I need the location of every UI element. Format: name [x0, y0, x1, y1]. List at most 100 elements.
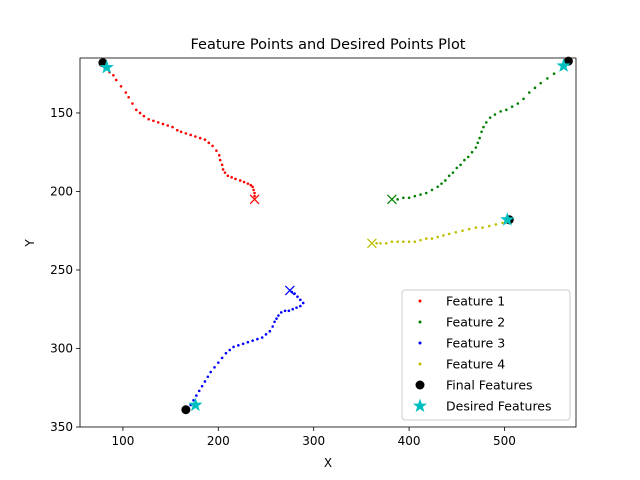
legend-label: Feature 3 [446, 336, 505, 351]
feature-3-point [287, 309, 291, 313]
feature-2-point [552, 72, 556, 76]
feature-1-point [253, 191, 256, 195]
feature-1-point [221, 168, 225, 171]
feature-3-point [200, 384, 204, 388]
feature-3-point [209, 370, 212, 374]
feature-3-point [299, 304, 302, 308]
feature-1-point [238, 179, 242, 182]
x-tick-label: 300 [302, 434, 325, 448]
legend-marker [418, 341, 422, 345]
feature-2-point [413, 194, 417, 198]
legend-label: Feature 4 [446, 357, 505, 372]
feature-2-point [440, 182, 443, 185]
feature-1-point [251, 185, 254, 189]
feature-1-start-marker [249, 194, 260, 205]
feature-3-point [246, 340, 250, 344]
feature-1-point [114, 78, 118, 82]
legend-marker [415, 380, 425, 390]
feature-2-point [402, 196, 405, 200]
legend-marker [418, 320, 422, 324]
feature-4-point [481, 226, 484, 229]
feature-1-point [194, 135, 197, 138]
feature-2-point [466, 155, 470, 159]
feature-1-point [211, 144, 214, 148]
feature-3-point [301, 301, 305, 305]
x-tick-label: 400 [398, 434, 421, 448]
chart-title: Feature Points and Desired Points Plot [191, 37, 466, 53]
desired-feature-star [99, 59, 114, 74]
feature-4-point [447, 232, 451, 236]
feature-1-point [127, 95, 130, 99]
y-tick-label: 150 [50, 106, 73, 120]
feature-1-point [138, 111, 142, 115]
feature-1-point [112, 73, 115, 77]
y-tick-label: 300 [50, 341, 73, 355]
feature-1-point [223, 171, 227, 174]
feature-1-point [249, 183, 253, 187]
feature-2-point [407, 196, 411, 200]
feature-3-point [213, 366, 216, 369]
feature-3-point [217, 361, 220, 364]
feature-1-point [242, 180, 246, 184]
feature-3-point [271, 325, 274, 328]
feature-2-point [505, 108, 508, 112]
feature-4-point [384, 241, 388, 245]
legend-marker [418, 299, 422, 303]
feature-1-point [142, 114, 146, 118]
feature-2-point [419, 193, 422, 196]
feature-4-point [430, 237, 434, 240]
final-feature-point [563, 56, 573, 66]
feature-1-point [161, 122, 165, 126]
legend-box [401, 289, 571, 421]
feature-1-point [226, 174, 230, 178]
legend-label: Final Features [446, 378, 533, 393]
desired-feature-star [188, 397, 203, 412]
feature-2-point [482, 125, 485, 129]
legend-label: Feature 2 [446, 315, 505, 330]
desired-feature-star [556, 58, 571, 72]
feature-3-point [195, 394, 198, 397]
feature-2-point [396, 198, 399, 201]
feature-3-point [299, 298, 302, 302]
x-tick-label: 100 [111, 434, 134, 448]
feature-3-point [203, 380, 207, 383]
feature-1-point [189, 133, 192, 137]
x-tick-label: 500 [493, 434, 516, 448]
feature-1-point [215, 149, 218, 152]
feature-4-point [379, 241, 382, 245]
feature-2-point [493, 113, 497, 116]
feature-3-point [197, 389, 201, 393]
feature-2-point [478, 136, 481, 140]
feature-1-point [156, 121, 160, 124]
feature-1-point [217, 154, 221, 157]
feature-2-point [447, 174, 451, 178]
feature-3-point [260, 336, 264, 339]
x-axis-label: X [324, 456, 332, 470]
y-tick-label: 200 [50, 184, 73, 198]
feature-3-point [224, 351, 228, 355]
feature-4-point [461, 229, 464, 233]
feature-1-point [246, 182, 250, 185]
feature-3-point [268, 329, 272, 333]
feature-2-point [533, 86, 537, 90]
feature-2-point [546, 77, 549, 80]
feature-3-point [192, 399, 195, 402]
feature-1-point [234, 177, 237, 181]
feature-1-point [179, 130, 183, 134]
feature-2-point [476, 141, 480, 145]
feature-2-point [436, 185, 439, 189]
final-feature-point [181, 405, 191, 415]
feature-2-point [459, 163, 462, 167]
feature-1-point [175, 128, 179, 132]
y-axis-label: Y [23, 239, 37, 248]
feature-2-point [424, 191, 428, 195]
feature-1-point [220, 163, 224, 167]
feature-4-point [487, 224, 491, 228]
feature-3-point [241, 342, 245, 346]
feature-1-point [253, 194, 256, 198]
feature-1-point [124, 91, 128, 94]
feature-4-point [501, 221, 504, 225]
feature-3-point [275, 317, 278, 320]
feature-3-point [232, 345, 235, 349]
